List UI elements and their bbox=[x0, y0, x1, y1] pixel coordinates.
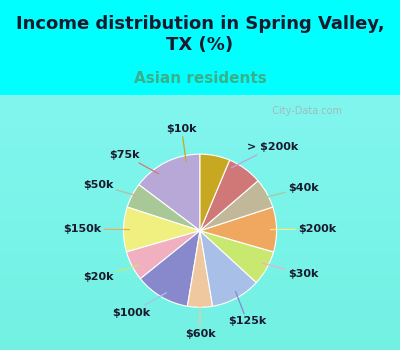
Wedge shape bbox=[200, 231, 274, 282]
Wedge shape bbox=[187, 231, 213, 307]
Text: $60k: $60k bbox=[185, 301, 215, 339]
Text: $20k: $20k bbox=[83, 265, 139, 281]
Wedge shape bbox=[140, 231, 200, 306]
Text: Income distribution in Spring Valley,
TX (%): Income distribution in Spring Valley, TX… bbox=[16, 15, 384, 54]
Wedge shape bbox=[127, 185, 200, 231]
Text: $200k: $200k bbox=[270, 224, 337, 234]
Text: $10k: $10k bbox=[166, 124, 197, 162]
Text: $40k: $40k bbox=[262, 183, 319, 198]
Text: $100k: $100k bbox=[112, 293, 166, 318]
Wedge shape bbox=[126, 231, 200, 279]
Text: City-Data.com: City-Data.com bbox=[266, 106, 342, 116]
Wedge shape bbox=[200, 181, 273, 231]
Text: Asian residents: Asian residents bbox=[134, 71, 266, 85]
Text: $50k: $50k bbox=[83, 180, 139, 196]
Wedge shape bbox=[200, 160, 258, 231]
Wedge shape bbox=[200, 231, 256, 306]
Text: > $200k: > $200k bbox=[232, 142, 298, 168]
Wedge shape bbox=[200, 154, 230, 231]
Text: $125k: $125k bbox=[228, 292, 266, 327]
Wedge shape bbox=[200, 207, 276, 252]
Wedge shape bbox=[139, 154, 200, 231]
Wedge shape bbox=[124, 207, 200, 252]
Text: $150k: $150k bbox=[63, 224, 130, 234]
Text: $30k: $30k bbox=[262, 263, 318, 279]
Text: $75k: $75k bbox=[110, 150, 158, 174]
